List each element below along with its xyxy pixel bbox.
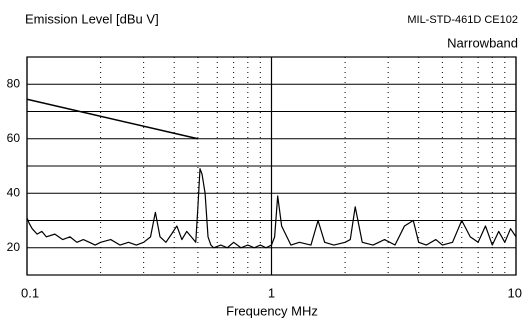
annotation: Narrowband	[447, 35, 518, 50]
x-tick-label: 10	[508, 285, 522, 300]
x-tick-label: 0.1	[21, 285, 39, 300]
plot-frame	[26, 56, 517, 276]
chart-title: Emission Level [dBu V]	[25, 11, 159, 26]
y-tick-label: 20	[7, 240, 21, 254]
limit-line	[26, 98, 199, 140]
y-tick-label: 60	[7, 131, 21, 145]
chart-subtitle: MIL-STD-461D CE102	[407, 14, 518, 26]
y-tick-label: 40	[7, 185, 21, 199]
x-tick-label: 1	[268, 285, 275, 300]
y-tick-label: 80	[7, 76, 21, 90]
emission-line	[26, 168, 517, 249]
x-axis-label: Frequency MHz	[226, 303, 318, 318]
